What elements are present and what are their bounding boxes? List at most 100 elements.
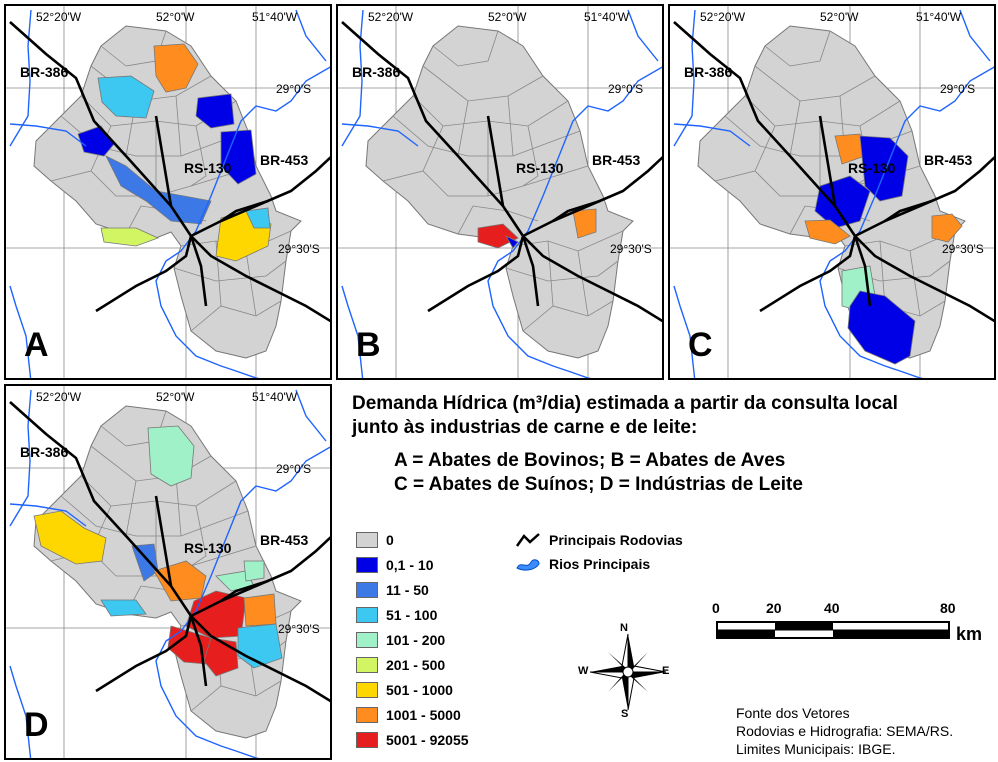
road-label-rs130: RS-130 xyxy=(848,160,896,176)
legend-class-6: 501 - 1000 xyxy=(356,682,453,698)
lon-label-1: 52°20'W xyxy=(700,10,746,24)
road-label-br386: BR-386 xyxy=(20,64,69,80)
lat-label-2: 29°30'S xyxy=(942,242,984,256)
road xyxy=(190,536,330,618)
lat-label-1: 29°0'S xyxy=(940,82,976,96)
river xyxy=(959,9,991,62)
legend-label: 101 - 200 xyxy=(386,632,446,648)
compass-s: S xyxy=(621,708,629,720)
title-line-1: Demanda Hídrica (m³/dia) estimada a part… xyxy=(352,393,898,414)
legend-label: 0 xyxy=(386,532,394,548)
panel-letter: C xyxy=(688,326,713,364)
municipality-class-3 xyxy=(153,560,207,602)
north-arrow-icon xyxy=(589,633,667,711)
map-canvas xyxy=(6,6,330,378)
municipality-class-0 xyxy=(153,43,199,93)
legend-swatch xyxy=(356,607,378,623)
road xyxy=(854,235,994,323)
road xyxy=(521,235,540,307)
legend-label: 51 - 100 xyxy=(386,607,438,623)
road xyxy=(854,156,994,238)
river xyxy=(487,66,662,372)
compass-e: E xyxy=(662,665,670,677)
municipality-class-1 xyxy=(859,135,909,202)
legend-rivers: Rios Principais xyxy=(515,556,650,572)
river xyxy=(155,446,330,752)
legend-label: 0,1 - 10 xyxy=(386,557,434,573)
map-panel-a: 52°20'W 52°0'W 51°40'W 29°0'S 29°30'S BR-386 R… xyxy=(4,4,332,380)
map-title: Demanda Hídrica (m³/dia) estimada a part… xyxy=(352,392,992,440)
road xyxy=(818,115,837,207)
river xyxy=(673,285,696,378)
lon-label-3: 51°40'W xyxy=(916,10,962,24)
municipality-class-5 xyxy=(105,155,212,225)
road-label-br453: BR-453 xyxy=(924,152,973,168)
compass-w: W xyxy=(578,665,589,677)
legend-swatch xyxy=(356,732,378,748)
road xyxy=(220,579,269,603)
road xyxy=(190,156,330,238)
municipality-class-9 xyxy=(167,625,212,665)
road xyxy=(154,115,173,207)
river xyxy=(899,370,924,378)
scale-0: 0 xyxy=(712,600,720,616)
river xyxy=(819,66,994,372)
panel-letter: B xyxy=(356,326,381,364)
legend-class-1: 0,1 - 10 xyxy=(356,557,433,573)
road xyxy=(189,235,208,307)
subtitle-line-2: C = Abates de Suínos; D = Indústrias de … xyxy=(394,474,803,495)
lon-label-3: 51°40'W xyxy=(584,10,630,24)
road xyxy=(154,495,173,587)
municipality-class-4 xyxy=(931,213,963,243)
legend-swatch xyxy=(356,532,378,548)
municipality-class-2 xyxy=(195,93,235,129)
municipality-class-6 xyxy=(100,599,147,617)
scale-bar xyxy=(716,621,950,639)
legend-label: 201 - 500 xyxy=(386,657,446,673)
municipality-class-0 xyxy=(477,223,519,249)
legend-class-5: 201 - 500 xyxy=(356,657,445,673)
road-label-br453: BR-453 xyxy=(260,532,309,548)
legend-label: 1001 - 5000 xyxy=(386,707,461,723)
source-note: Fonte dos Vetores Rodovias e Hidrografia… xyxy=(736,705,954,757)
municipality-class-8 xyxy=(245,207,271,229)
road xyxy=(190,615,330,703)
lon-label-2: 52°0'W xyxy=(156,390,195,404)
river xyxy=(295,9,327,62)
municipality-class-1 xyxy=(33,510,107,565)
river xyxy=(9,503,87,527)
legend-class-7: 1001 - 5000 xyxy=(356,707,461,723)
municipality-class-2 xyxy=(572,208,597,239)
municipality-class-6 xyxy=(847,290,916,365)
road xyxy=(522,235,662,323)
legend-swatch xyxy=(356,632,378,648)
municipality-class-6 xyxy=(100,227,160,247)
river xyxy=(9,123,87,147)
lon-label-3: 51°40'W xyxy=(252,10,298,24)
road xyxy=(190,235,330,323)
lat-label-1: 29°0'S xyxy=(276,82,312,96)
river xyxy=(567,370,592,378)
scale-80: 80 xyxy=(940,600,956,616)
lat-label-2: 29°30'S xyxy=(278,622,320,636)
legend-roads: Principais Rodovias xyxy=(515,532,683,548)
river-icon xyxy=(516,559,540,571)
legend-label: 5001 - 92055 xyxy=(386,732,469,748)
subtitle-line-1: A = Abates de Bovinos; B = Abates de Ave… xyxy=(394,450,786,471)
map-panel-b: 52°20'W 52°0'W 51°40'W 29°0'S 29°30'S BR-386 R… xyxy=(336,4,664,380)
lon-label-1: 52°20'W xyxy=(368,10,414,24)
river xyxy=(673,123,751,147)
municipality-class-3 xyxy=(804,219,851,245)
legend-swatch xyxy=(356,657,378,673)
river xyxy=(295,389,327,442)
road xyxy=(552,199,601,223)
map-canvas xyxy=(6,386,330,758)
road-label-rs130: RS-130 xyxy=(184,160,232,176)
municipality-class-1 xyxy=(504,235,519,249)
lon-label-3: 51°40'W xyxy=(252,390,298,404)
road-label-br453: BR-453 xyxy=(592,152,641,168)
legend-swatch xyxy=(356,557,378,573)
river xyxy=(9,665,32,758)
legend-class-0: 0 xyxy=(356,532,394,548)
lon-label-1: 52°20'W xyxy=(36,10,82,24)
